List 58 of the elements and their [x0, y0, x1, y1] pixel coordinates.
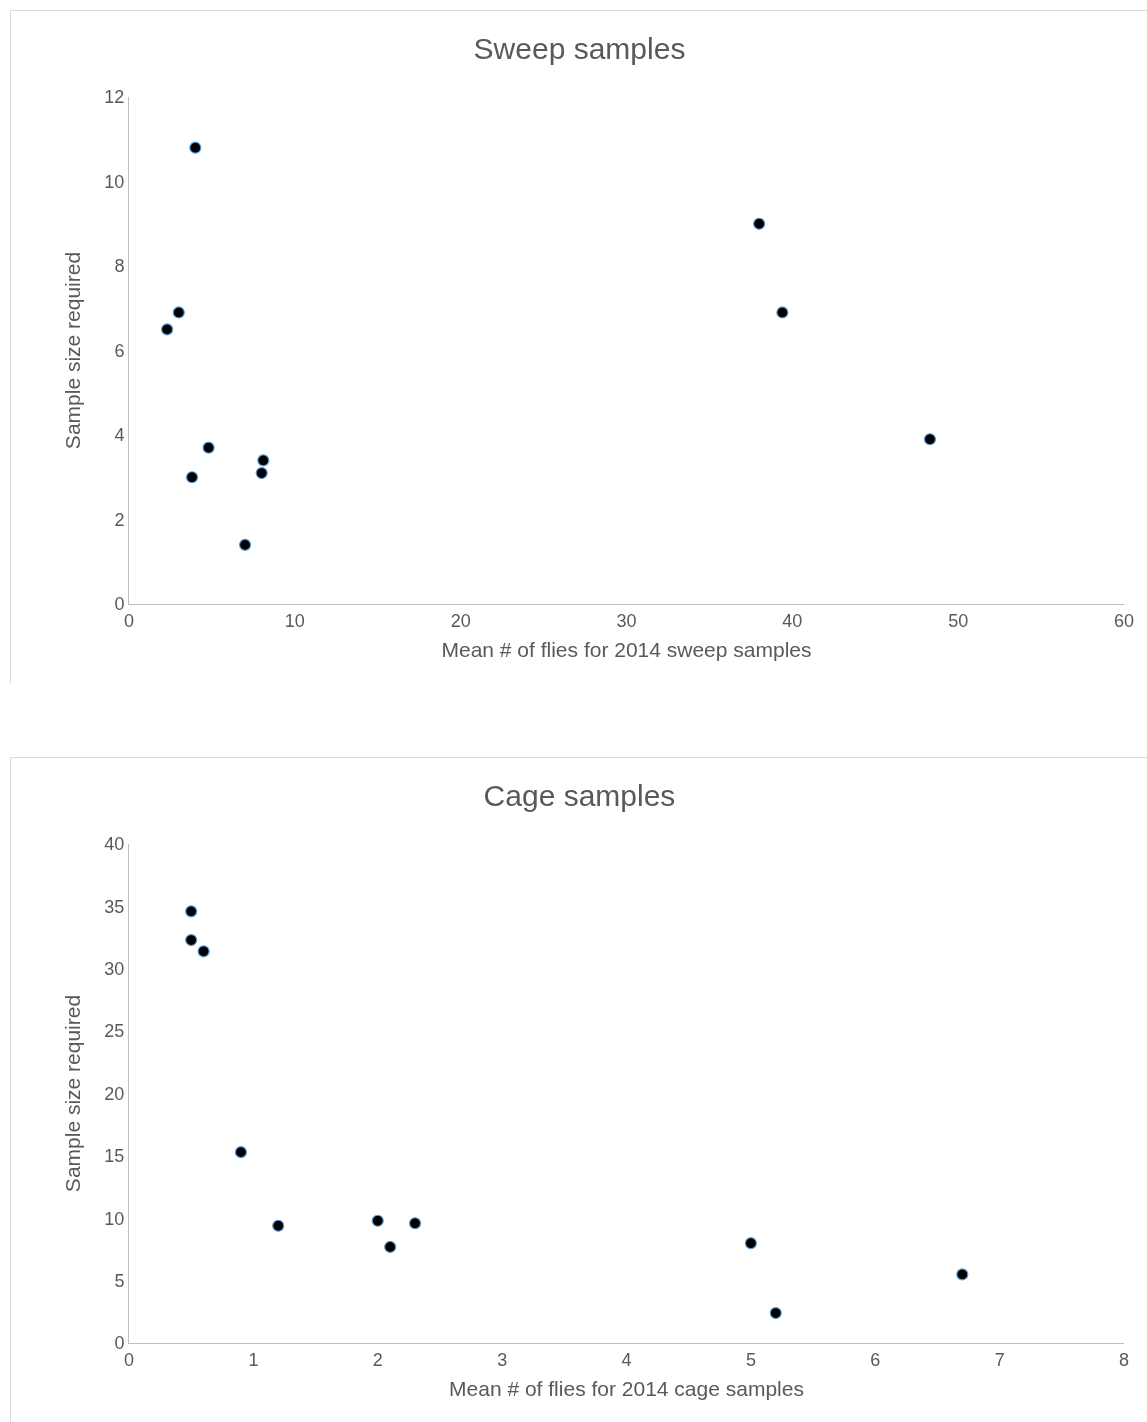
x-tick-label: 8 [1118, 1349, 1130, 1370]
x-tick-label: 40 [782, 610, 803, 631]
y-tick-label: 15 [104, 1146, 125, 1167]
y-tick-label: 8 [114, 256, 125, 277]
y-tick-label: 20 [104, 1083, 125, 1104]
y-tick-label: 6 [114, 340, 125, 361]
y-tick-label: 0 [114, 594, 125, 615]
y-axis-title: Sample size required [60, 994, 84, 1193]
point [272, 1219, 285, 1232]
y-tick-label: 40 [104, 834, 125, 855]
x-tick-label: 60 [1113, 610, 1135, 631]
point [408, 1217, 422, 1230]
point [202, 441, 215, 454]
y-tick-label: 10 [104, 1208, 125, 1229]
point [189, 141, 202, 154]
point [172, 306, 185, 319]
point [185, 471, 199, 484]
y-tick-label: 4 [114, 425, 125, 446]
point [923, 433, 937, 446]
chart-title: Cage samples [483, 778, 676, 812]
x-axis-title: Mean # of flies for 2014 cage samples [449, 1376, 804, 1400]
x-tick-label: 1 [248, 1349, 259, 1370]
point [371, 1214, 384, 1227]
point [769, 1306, 782, 1320]
x-tick-label: 10 [284, 610, 305, 631]
point [234, 1146, 248, 1159]
point [776, 306, 789, 319]
point [197, 945, 210, 958]
point [753, 217, 766, 230]
point [238, 538, 252, 551]
chart-title: Sweep samples [473, 31, 686, 65]
y-tick-label: 10 [104, 171, 125, 192]
x-axis-title: Mean # of flies for 2014 sweep samples [441, 637, 812, 661]
y-tick-label: 25 [104, 1021, 125, 1042]
x-tick-label: 30 [616, 610, 637, 631]
y-tick-label: 5 [114, 1270, 125, 1291]
point [185, 905, 198, 918]
x-tick-label: 5 [745, 1349, 756, 1370]
x-tick-label: 4 [621, 1349, 632, 1370]
y-tick-label: 30 [104, 959, 125, 980]
point [257, 454, 270, 467]
y-axis-title: Sample size required [60, 251, 84, 450]
y-tick-label: 12 [104, 87, 125, 108]
x-tick-label: 2 [372, 1349, 383, 1370]
x-tick-label: 50 [948, 610, 969, 631]
point [161, 323, 174, 336]
point [185, 933, 198, 947]
point [744, 1237, 757, 1250]
y-tick-label: 35 [104, 896, 125, 917]
x-tick-label: 6 [870, 1349, 881, 1370]
x-tick-label: 20 [450, 610, 471, 631]
point [255, 466, 268, 480]
x-tick-label: 3 [497, 1349, 508, 1370]
x-tick-label: 7 [994, 1349, 1005, 1370]
point [384, 1240, 397, 1254]
y-tick-label: 2 [114, 509, 125, 530]
point [956, 1268, 969, 1281]
y-tick-label: 0 [114, 1333, 125, 1354]
